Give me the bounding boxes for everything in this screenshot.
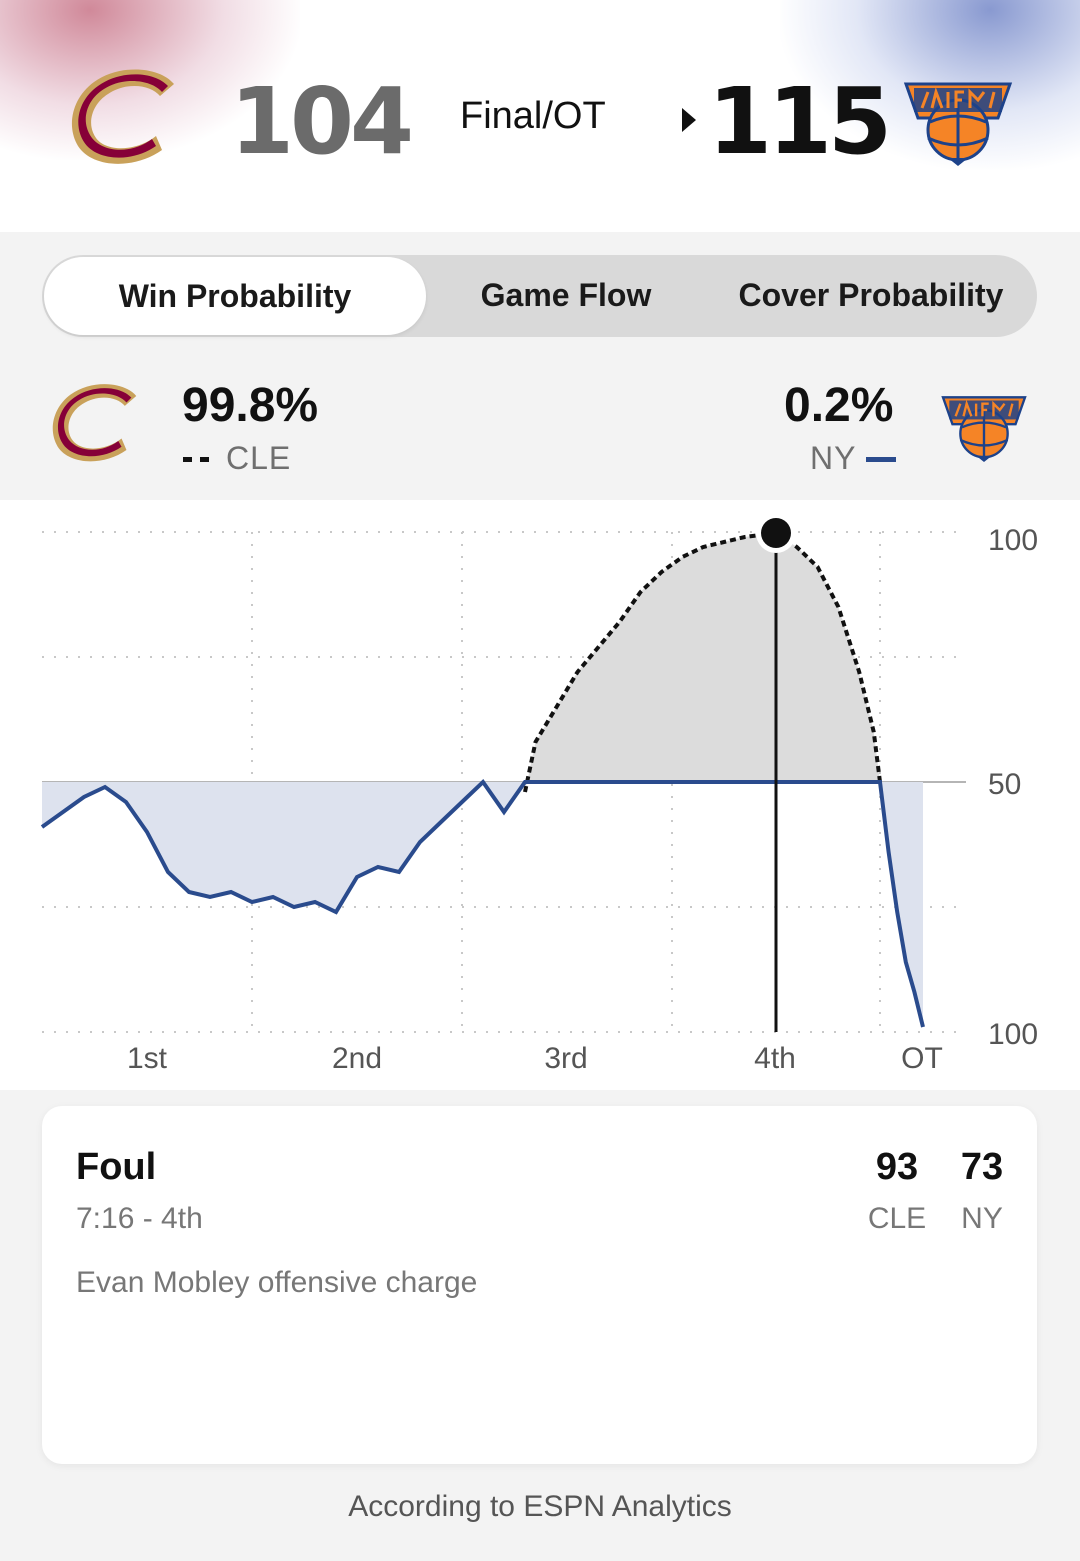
chart-tab-bar: Win Probability Game Flow Cover Probabil… [42, 255, 1037, 337]
play-away-label: CLE [867, 1202, 927, 1235]
cavaliers-logo-icon [52, 384, 137, 462]
x-tick-3rd: 3rd [544, 1042, 587, 1075]
x-tick-2nd: 2nd [332, 1042, 382, 1075]
selected-play-marker[interactable] [756, 513, 796, 1032]
analytics-attribution: According to ESPN Analytics [348, 1490, 732, 1523]
tab-game-flow[interactable]: Game Flow [480, 277, 652, 313]
x-tick-1st: 1st [127, 1042, 168, 1075]
y-tick-bottom: 100 [988, 1018, 1038, 1051]
play-home-label: NY [961, 1202, 1003, 1235]
away-score: 104 [230, 68, 414, 175]
dashed-line-legend-icon [200, 457, 209, 462]
play-description: Evan Mobley offensive charge [76, 1266, 478, 1299]
cle-probability-area [525, 533, 880, 792]
game-header: 104 Final/OT 115 [0, 0, 1080, 232]
play-time: 7:16 - 4th [76, 1202, 203, 1235]
x-tick-ot: OT [901, 1042, 943, 1075]
tab-cover-probability[interactable]: Cover Probability [738, 277, 1004, 313]
x-tick-4th: 4th [754, 1042, 796, 1075]
home-score: 115 [708, 68, 892, 175]
play-home-score: 73 [960, 1146, 1004, 1188]
solid-line-legend-icon [866, 457, 896, 462]
chart-fills [42, 533, 923, 1027]
away-legend-label: CLE [226, 440, 292, 476]
ny-probability-line [40, 778, 925, 1028]
away-win-probability: 99.8% [182, 379, 319, 432]
play-away-score: 93 [875, 1146, 919, 1188]
play-detail-card[interactable]: Foul 7:16 - 4th Evan Mobley offensive ch… [42, 1106, 1037, 1464]
knicks-logo-icon[interactable] [900, 62, 1016, 166]
tab-win-probability[interactable]: Win Probability [44, 257, 426, 335]
home-legend-label: NY [810, 440, 857, 476]
marker-dot [761, 518, 791, 548]
knicks-logo-icon [941, 396, 1027, 462]
cle-probability-line [523, 530, 882, 793]
cavaliers-logo-icon[interactable] [64, 62, 188, 172]
triangle-right-icon [682, 108, 696, 132]
play-type: Foul [76, 1146, 157, 1188]
win-probability-chart[interactable]: 100 50 100 1st 2nd 3rd 4th OT [0, 500, 1080, 1090]
game-status: Final/OT [460, 95, 606, 137]
dashed-line-legend-icon [183, 457, 192, 462]
ny-probability-area [42, 782, 923, 1027]
y-tick-mid: 50 [988, 768, 1021, 801]
home-win-probability: 0.2% [784, 379, 894, 432]
chart-lines [40, 530, 925, 1028]
y-tick-top: 100 [988, 524, 1038, 557]
